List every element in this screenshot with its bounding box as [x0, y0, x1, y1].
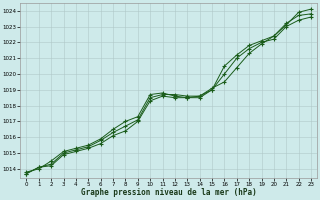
- X-axis label: Graphe pression niveau de la mer (hPa): Graphe pression niveau de la mer (hPa): [81, 188, 257, 197]
